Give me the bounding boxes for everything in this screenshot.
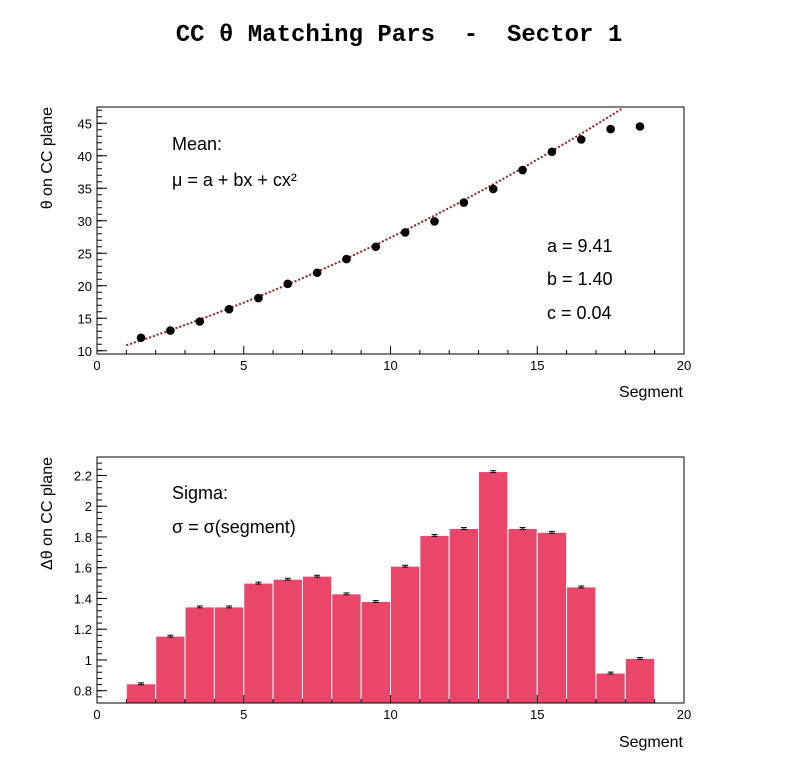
y-tick-label: 15 <box>78 311 92 326</box>
y-tick-label: 1.2 <box>74 622 92 637</box>
histogram-bar <box>243 582 274 704</box>
data-point <box>576 135 586 144</box>
mean-x-axis-title: Segment <box>619 384 684 401</box>
data-point <box>283 279 293 289</box>
histogram-bar <box>478 471 509 704</box>
histogram-bar <box>419 534 450 704</box>
mean-x-axis: 0 5 10 15 20 <box>93 346 691 373</box>
y-tick-label: 2 <box>85 499 92 514</box>
sigma-histogram-bars <box>125 471 656 704</box>
data-point <box>195 317 205 326</box>
data-point <box>224 304 234 314</box>
data-point <box>488 184 498 194</box>
mean-annotation-formula: μ = a + bx + cx² <box>172 170 297 190</box>
x-tick-label: 20 <box>677 707 691 722</box>
data-point <box>312 268 322 278</box>
fit-param-c: c = 0.04 <box>547 303 612 323</box>
y-tick-label: 10 <box>78 344 92 359</box>
histogram-bar <box>125 683 157 704</box>
x-tick-label: 5 <box>240 358 247 373</box>
histogram-bar <box>360 601 391 704</box>
mean-y-axis-title: θ on CC plane <box>39 107 56 209</box>
mean-panel: 0 5 10 15 20 10 15 20 25 30 35 40 45 Segment θ on C… <box>39 106 691 401</box>
fit-param-a: a = 9.41 <box>547 236 613 256</box>
data-point <box>635 122 645 131</box>
data-point <box>342 254 351 264</box>
sigma-y-axis-title: Δθ on CC plane <box>39 457 56 570</box>
sigma-y-axis: 0.8 1 1.2 1.4 1.6 1.8 2 2.2 <box>74 456 107 704</box>
data-point <box>136 333 146 343</box>
x-tick-label: 5 <box>240 707 247 722</box>
histogram-bar <box>566 586 597 704</box>
y-tick-label: 1.6 <box>74 561 92 576</box>
y-tick-label: 2.2 <box>74 468 92 483</box>
histogram-bar <box>624 657 656 704</box>
y-tick-label: 25 <box>78 246 92 261</box>
sigma-x-axis: 0 5 10 15 20 <box>93 695 691 722</box>
x-tick-label: 10 <box>383 707 397 722</box>
x-tick-label: 0 <box>93 358 100 373</box>
y-tick-label: 35 <box>78 181 92 196</box>
data-point <box>606 124 615 134</box>
sigma-annotation-title: Sigma: <box>172 483 228 503</box>
histogram-bar <box>595 672 626 704</box>
y-tick-label: 20 <box>78 279 92 294</box>
mean-y-axis: 10 15 20 25 30 35 40 45 <box>78 109 107 359</box>
data-point <box>430 217 439 226</box>
histogram-bar <box>536 531 568 704</box>
fit-param-b: b = 1.40 <box>547 269 613 289</box>
x-tick-label: 0 <box>93 707 100 722</box>
data-point <box>166 326 175 335</box>
data-point <box>254 293 263 303</box>
histogram-bar <box>301 575 333 704</box>
y-tick-label: 1 <box>85 653 92 668</box>
data-point <box>400 228 410 237</box>
data-point <box>518 165 527 175</box>
y-tick-label: 0.8 <box>74 684 92 699</box>
data-point <box>459 198 469 207</box>
histogram-bar <box>507 527 538 704</box>
histogram-bar <box>272 578 303 704</box>
x-tick-label: 10 <box>383 358 397 373</box>
y-tick-label: 1.4 <box>74 591 92 606</box>
histogram-bar <box>184 606 215 704</box>
x-tick-label: 20 <box>677 358 691 373</box>
page-title: CC θ Matching Pars - Sector 1 <box>175 22 623 49</box>
sigma-annotation-formula: σ = σ(segment) <box>172 517 296 537</box>
x-tick-label: 15 <box>530 358 544 373</box>
mean-annotation-title: Mean: <box>172 134 222 154</box>
histogram-bar <box>331 593 362 704</box>
histogram-bar <box>448 527 480 704</box>
y-tick-label: 45 <box>78 116 92 131</box>
y-tick-label: 40 <box>78 149 92 164</box>
histogram-bar <box>390 565 421 704</box>
histogram-bar <box>213 606 245 704</box>
y-tick-label: 30 <box>78 214 92 229</box>
histogram-bar <box>155 635 186 704</box>
x-tick-label: 15 <box>530 707 544 722</box>
y-tick-label: 1.8 <box>74 530 92 545</box>
mean-data-points <box>136 122 645 343</box>
data-point <box>547 147 557 157</box>
data-point <box>371 242 381 252</box>
sigma-error-bars <box>138 470 643 686</box>
sigma-panel: 0 5 10 15 20 0.8 1 1.2 1.4 1.6 1.8 2 2.2 Segment Δθ… <box>39 456 691 751</box>
sigma-x-axis-title: Segment <box>619 734 684 751</box>
